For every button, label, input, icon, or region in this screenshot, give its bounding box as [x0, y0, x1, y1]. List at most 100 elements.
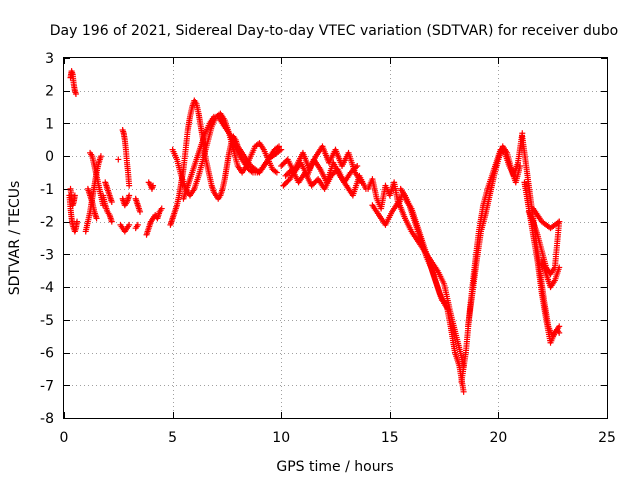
chart-title: Day 196 of 2021, Sidereal Day-to-day VTE…	[50, 23, 618, 39]
y-tick-label: 2	[45, 84, 54, 100]
data-point	[286, 168, 293, 175]
data-series	[67, 68, 79, 97]
y-tick-label: -2	[40, 215, 54, 231]
data-point	[350, 166, 357, 173]
y-tick-label: -7	[40, 378, 54, 394]
data-series	[102, 179, 115, 205]
data-series	[67, 185, 78, 209]
data-point	[285, 170, 292, 177]
data-point	[445, 307, 452, 313]
x-tick-label: 25	[598, 430, 616, 446]
data-point	[328, 172, 335, 179]
y-tick-label: 1	[45, 116, 54, 132]
data-point	[354, 163, 361, 169]
data-point	[281, 181, 288, 188]
data-point	[556, 218, 563, 225]
data-point	[556, 264, 563, 271]
y-tick-label: 0	[45, 149, 54, 165]
data-point	[158, 205, 165, 212]
data-series	[119, 127, 133, 189]
y-tick-label: -8	[40, 411, 54, 427]
y-axis-label: SDTVAR / TECUs	[7, 181, 23, 296]
data-series	[180, 113, 283, 202]
x-axis-label: GPS time / hours	[276, 459, 393, 475]
y-tick-label: -1	[40, 182, 54, 198]
data-point	[517, 163, 524, 169]
y-tick-label: 3	[45, 51, 54, 67]
y-tick-label: -3	[40, 247, 54, 263]
data-point	[358, 179, 365, 186]
data-point	[280, 182, 287, 189]
plot-frame	[63, 57, 608, 419]
data-point	[352, 164, 359, 171]
data-point	[351, 165, 358, 172]
data-point	[74, 218, 81, 225]
data-point	[134, 221, 141, 228]
data-point	[97, 153, 104, 160]
data-point	[284, 178, 291, 185]
data-point	[282, 159, 289, 166]
data-point	[108, 199, 115, 205]
data-series	[458, 130, 526, 385]
data-point	[126, 182, 133, 189]
axis-ticks	[64, 58, 608, 419]
data-point	[279, 161, 286, 168]
data-points	[66, 68, 563, 395]
data-point	[72, 91, 79, 97]
data-series	[100, 192, 115, 225]
data-series	[143, 205, 165, 238]
data-series	[84, 185, 100, 222]
data-point	[309, 181, 316, 188]
data-point	[150, 182, 157, 189]
data-series	[397, 185, 452, 313]
data-point	[312, 178, 319, 185]
data-series	[530, 205, 563, 232]
x-tick-label: 15	[381, 430, 399, 446]
data-point	[126, 192, 133, 199]
x-tick-label: 5	[168, 430, 177, 446]
y-tick-label: -4	[40, 280, 54, 296]
y-tick-label: -6	[40, 346, 54, 362]
data-point	[137, 208, 144, 215]
x-tick-label: 10	[272, 430, 290, 446]
data-point	[330, 170, 337, 177]
data-point	[285, 177, 292, 184]
data-point	[329, 171, 336, 178]
x-tick-label: 20	[489, 430, 507, 446]
data-point	[460, 388, 467, 395]
data-point	[115, 156, 122, 163]
data-series	[464, 143, 524, 330]
data-point	[311, 180, 318, 187]
y-tick-label: -5	[40, 313, 54, 329]
data-series	[132, 221, 141, 232]
data-point	[278, 146, 285, 153]
data-point	[71, 192, 78, 199]
data-series	[132, 195, 144, 215]
data-series	[538, 257, 563, 291]
data-point	[349, 168, 356, 175]
data-series	[521, 179, 563, 346]
data-point	[278, 163, 285, 169]
data-point	[347, 169, 354, 176]
data-series	[115, 156, 122, 163]
data-point	[276, 143, 283, 150]
x-tick-label: 0	[60, 430, 69, 446]
data-point	[308, 182, 315, 189]
data-point	[283, 171, 290, 178]
data-series	[282, 163, 361, 192]
data-point	[282, 180, 289, 187]
data-point	[126, 221, 133, 228]
data-point	[556, 323, 563, 330]
data-series	[117, 221, 133, 235]
data-series	[145, 179, 157, 192]
data-series	[119, 192, 133, 209]
data-point	[282, 172, 289, 179]
data-point	[108, 218, 115, 225]
data-point	[273, 169, 280, 176]
data-point	[93, 215, 100, 222]
data-point	[280, 160, 287, 167]
data-series	[365, 176, 467, 395]
grid-lines	[64, 58, 607, 418]
